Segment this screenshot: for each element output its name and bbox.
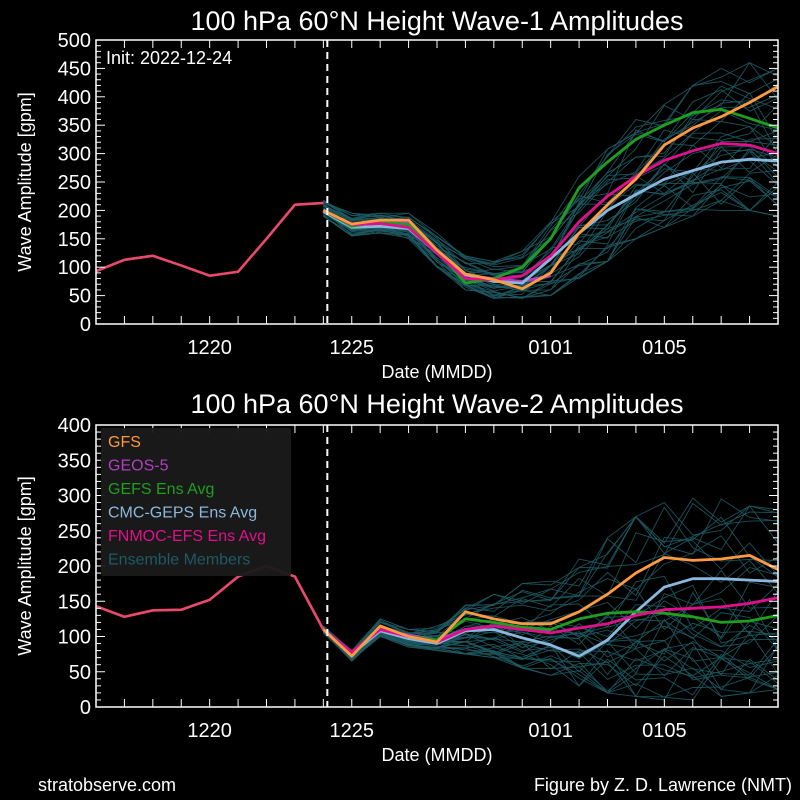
footer-credit: Figure by Z. D. Lawrence (NMT): [533, 775, 792, 795]
y-tick-label: 50: [69, 662, 91, 684]
x-tick-label: 0105: [642, 337, 687, 359]
series-line-gefs-ens-avg: [322, 107, 778, 285]
ensemble-member-line: [322, 632, 778, 692]
y-tick-label: 250: [58, 521, 91, 543]
y-tick-label: 500: [58, 30, 91, 52]
series-line-cmc-geps-ens-avg: [322, 577, 778, 658]
x-tick-label: 1225: [330, 337, 375, 359]
series-line-cmc-geps-ens-avg: [322, 157, 778, 285]
analysis-line: [95, 201, 324, 277]
ensemble-member-line: [322, 632, 778, 701]
legend-entry-gefs-ens-avg: GEFS Ens Avg: [108, 481, 214, 498]
ensemble-member-line: [322, 631, 778, 694]
x-axis-label: Date (MMDD): [382, 362, 493, 382]
legend-entry-fnmoc-efs-ens-avg: FNMOC-EFS Ens Avg: [108, 528, 266, 545]
ensemble-member-line: [323, 498, 778, 652]
x-tick-label: 1220: [187, 720, 232, 742]
y-tick-label: 400: [58, 87, 91, 109]
ensemble-member-line: [323, 62, 778, 262]
chart-panel-1: 100 hPa 60°N Height Wave-1 Amplitudes 0 50…: [15, 6, 779, 382]
y-tick-label: 200: [58, 556, 91, 578]
y-tick-label: 150: [58, 591, 91, 613]
ensemble-member-line: [323, 502, 778, 652]
y-tick-label: 0: [80, 314, 91, 336]
ensemble-member-line: [322, 632, 778, 701]
legend-entry-ensemble-members: Ensemble Members: [108, 552, 250, 569]
series-line-gfs: [322, 85, 778, 291]
y-tick-label: 0: [80, 697, 91, 719]
y-tick-label: 450: [58, 58, 91, 80]
legend-entry-gfs: GFS: [108, 434, 141, 451]
ensemble-member-line: [323, 132, 778, 285]
ensemble-member-line: [323, 186, 778, 299]
x-tick-label: 1220: [187, 337, 232, 359]
ensemble-member-line: [323, 67, 778, 263]
ensemble-member-line: [322, 630, 778, 681]
y-tick-label: 300: [58, 144, 91, 166]
y-tick-label: 400: [58, 415, 91, 437]
x-tick-label: 0105: [642, 720, 687, 742]
y-tick-label: 350: [58, 450, 91, 472]
series-line-gfs: [322, 554, 778, 658]
chart-panel-2: 100 hPa 60°N Height Wave-2 Amplitudes 0 50…: [15, 389, 779, 765]
y-axis-label: Wave Amplitude [gpm]: [15, 92, 35, 271]
footer-site: stratobserve.com: [38, 775, 177, 795]
y-tick-label: 150: [58, 229, 91, 251]
y-tick-label: 50: [69, 286, 91, 308]
y-tick-label: 250: [58, 172, 91, 194]
y-tick-label: 350: [58, 115, 91, 137]
y-tick-label: 100: [58, 627, 91, 649]
series-line-fnmoc-efs-ens-avg: [322, 142, 778, 282]
ensemble-member-line: [323, 110, 778, 277]
ensemble-members: [322, 497, 778, 701]
chart-title: 100 hPa 60°N Height Wave-2 Amplitudes: [190, 389, 683, 419]
y-axis-label: Wave Amplitude [gpm]: [15, 476, 35, 655]
legend-box: [101, 428, 291, 576]
y-tick-label: 300: [58, 486, 91, 508]
ensemble-member-line: [322, 632, 778, 680]
ensemble-member-line: [323, 137, 778, 284]
model-series: [322, 85, 778, 291]
ensemble-member-line: [323, 130, 778, 275]
plot-frame: [95, 39, 779, 325]
x-axis-label: Date (MMDD): [382, 745, 493, 765]
ensemble-member-line: [322, 536, 778, 655]
x-tick-label: 0101: [528, 720, 573, 742]
ensemble-member-line: [322, 620, 778, 662]
x-tick-label: 1225: [330, 720, 375, 742]
init-date-label: Init: 2022-12-24: [106, 48, 232, 68]
chart-title: 100 hPa 60°N Height Wave-1 Amplitudes: [190, 6, 683, 36]
analysis-line-overlay: [95, 201, 324, 277]
model-series: [322, 554, 778, 658]
legend-entry-geos-5: GEOS-5: [108, 458, 169, 475]
ensemble-member-line: [323, 181, 778, 299]
legend: GFS GEOS-5 GEFS Ens Avg CMC-GEPS Ens Avg FNM…: [101, 428, 291, 576]
ensemble-members: [323, 62, 778, 299]
y-tick-label: 200: [58, 200, 91, 222]
y-tick-label: 100: [58, 257, 91, 279]
x-tick-label: 0101: [528, 337, 573, 359]
ensemble-member-line: [323, 515, 778, 652]
legend-entry-cmc-geps-ens-avg: CMC-GEPS Ens Avg: [108, 505, 257, 522]
ensemble-member-line: [322, 613, 778, 660]
